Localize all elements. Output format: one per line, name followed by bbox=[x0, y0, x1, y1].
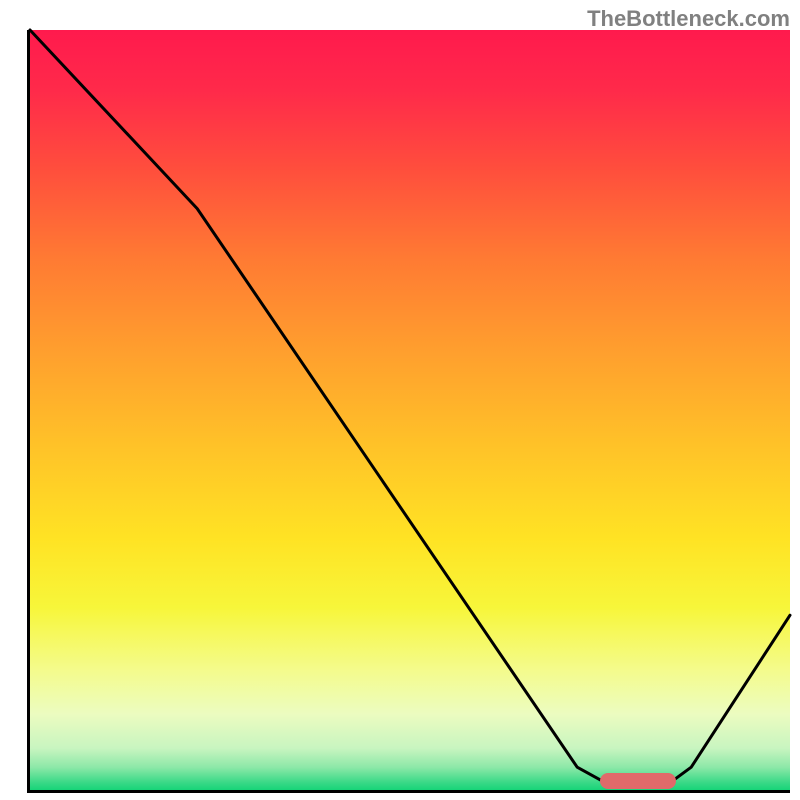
y-axis bbox=[27, 30, 30, 793]
optimal-marker bbox=[600, 773, 676, 790]
bottleneck-chart: TheBottleneck.com bbox=[0, 0, 800, 800]
gradient-background bbox=[30, 30, 790, 790]
watermark-text: TheBottleneck.com bbox=[587, 6, 790, 32]
x-axis bbox=[27, 790, 790, 793]
